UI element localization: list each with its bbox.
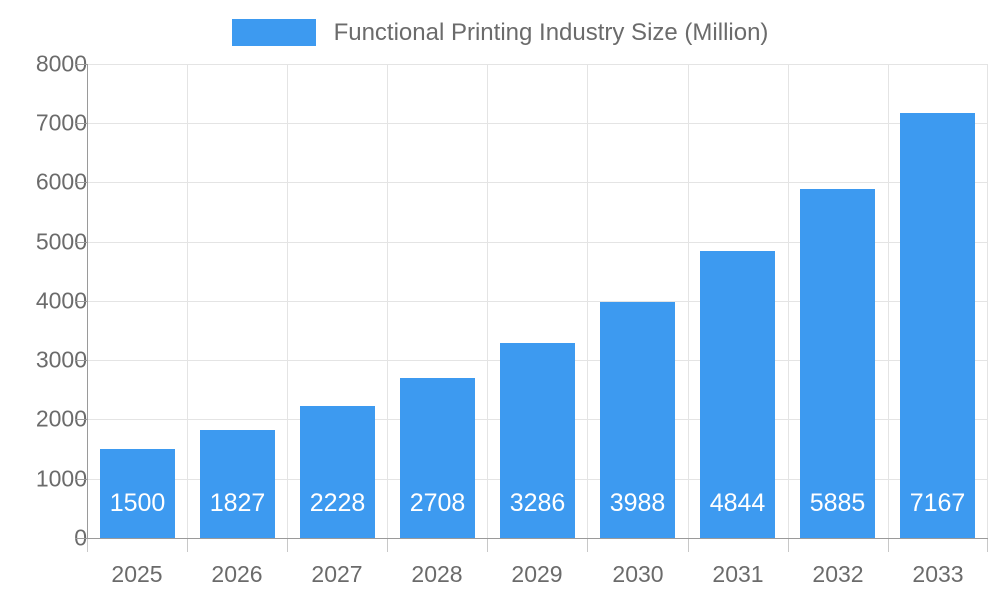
bar-value-label: 3988 [609, 489, 666, 517]
gridline [187, 64, 188, 538]
bar-value-label: 2708 [409, 489, 466, 517]
x-axis-tick-mark [87, 539, 88, 552]
y-axis-tick-label: 0 [74, 524, 87, 551]
bar-2027[interactable]: 2228 [300, 406, 375, 538]
y-axis-tick-label: 1000 [35, 465, 87, 492]
x-axis-tick-mark [688, 539, 689, 552]
bar-2026[interactable]: 1827 [200, 429, 275, 538]
gridline [87, 182, 988, 183]
x-axis-line [75, 538, 988, 539]
bar-value-label: 1827 [209, 489, 266, 517]
y-axis-tick-label: 8000 [35, 50, 87, 77]
legend-item-functional-printing-industry-size[interactable]: Functional Printing Industry Size (Milli… [231, 18, 769, 46]
bar-value-label: 7167 [909, 489, 966, 517]
y-axis: 8000 7000 6000 5000 4000 3000 2000 1000 … [0, 0, 87, 600]
bar-value-label: 3286 [509, 489, 566, 517]
x-axis-tick-mark [587, 539, 588, 552]
y-axis-tick-label: 2000 [35, 405, 87, 432]
y-axis-line [87, 64, 88, 550]
gridline [587, 64, 588, 538]
gridline [987, 64, 988, 538]
x-axis-tick-mark [788, 539, 789, 552]
y-axis-tick-mark [75, 64, 87, 65]
bar-2031[interactable]: 4844 [700, 251, 775, 538]
x-axis-tick-label: 2031 [712, 561, 764, 587]
gridline [387, 64, 388, 538]
gridline [688, 64, 689, 538]
bar-2032[interactable]: 5885 [800, 189, 875, 538]
x-axis-tick-mark [387, 539, 388, 552]
y-axis-tick-label: 7000 [35, 109, 87, 136]
y-axis-tick-mark [75, 360, 87, 361]
gridline [287, 64, 288, 538]
x-axis-tick-mark [287, 539, 288, 552]
x-axis-tick-mark [487, 539, 488, 552]
legend-label: Functional Printing Industry Size (Milli… [333, 18, 769, 46]
gridline [87, 64, 988, 65]
chart-legend: Functional Printing Industry Size (Milli… [0, 12, 1000, 52]
y-axis-tick-label: 5000 [35, 228, 87, 255]
bar-2028[interactable]: 2708 [400, 377, 475, 538]
bar-value-label: 4844 [709, 489, 766, 517]
gridline [888, 64, 889, 538]
y-axis-tick-label: 4000 [35, 287, 87, 314]
x-axis-tick-mark [888, 539, 889, 552]
plot-area: 1500 1827 2228 2708 3286 3988 4844 5885 [87, 64, 988, 538]
x-axis-tick-label: 2029 [511, 561, 563, 587]
x-axis-tick-label: 2033 [912, 561, 964, 587]
x-axis-tick-label: 2032 [812, 561, 864, 587]
bar-2025[interactable]: 1500 [100, 449, 175, 538]
x-axis-tick-label: 2030 [612, 561, 664, 587]
x-axis-tick-mark [187, 539, 188, 552]
gridline [487, 64, 488, 538]
y-axis-tick-mark [75, 479, 87, 480]
x-axis-tick-label: 2026 [211, 561, 263, 587]
x-axis-tick-label: 2027 [311, 561, 363, 587]
y-axis-tick-mark [75, 301, 87, 302]
y-axis-tick-mark [75, 419, 87, 420]
gridline [788, 64, 789, 538]
x-axis-tick-mark [987, 539, 988, 552]
y-axis-tick-label: 3000 [35, 346, 87, 373]
bar-2030[interactable]: 3988 [600, 301, 675, 538]
bar-value-label: 1500 [109, 489, 166, 517]
x-axis: 2025 2026 2027 2028 2029 2030 2031 2032 … [87, 539, 988, 600]
bar-value-label: 5885 [809, 489, 866, 517]
y-axis-tick-mark [75, 182, 87, 183]
x-axis-tick-label: 2028 [411, 561, 463, 587]
y-axis-tick-label: 6000 [35, 168, 87, 195]
legend-color-swatch-icon [231, 18, 316, 46]
bar-2033[interactable]: 7167 [900, 113, 975, 538]
x-axis-tick-label: 2025 [111, 561, 163, 587]
bar-value-label: 2228 [309, 489, 366, 517]
gridline [87, 123, 988, 124]
y-axis-tick-mark [75, 242, 87, 243]
bar-2029[interactable]: 3286 [500, 343, 575, 538]
y-axis-tick-mark [75, 123, 87, 124]
